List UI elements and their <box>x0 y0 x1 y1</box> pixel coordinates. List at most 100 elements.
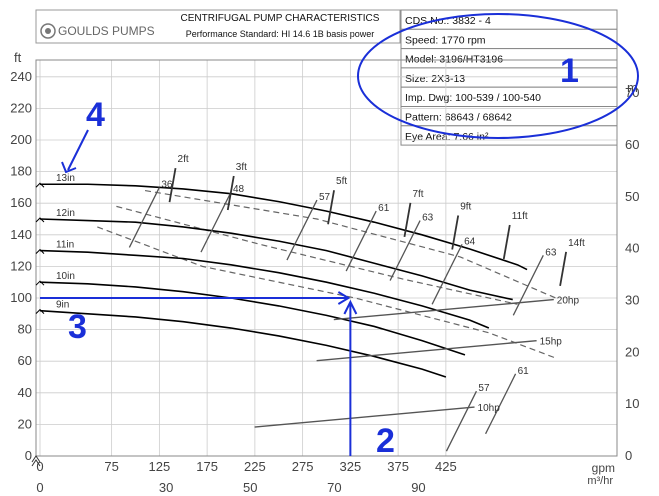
efficiency-label: 61 <box>518 366 530 377</box>
efficiency-curve <box>116 205 518 305</box>
info-row-text: Speed: 1770 rpm <box>405 34 486 46</box>
efficiency-iso-line <box>286 199 318 261</box>
y-tick-label: 220 <box>10 100 32 115</box>
y-tick-label: 20 <box>18 416 32 431</box>
y-tick-label: 120 <box>10 258 32 273</box>
efficiency-label: 57 <box>319 192 331 203</box>
y2-tick-label: 30 <box>625 292 639 307</box>
efficiency-iso-line <box>345 210 377 272</box>
header-box <box>35 9 401 44</box>
efficiency-curve <box>144 189 556 299</box>
y2-tick-label: 50 <box>625 189 639 204</box>
y2-axis-label: m <box>627 80 638 95</box>
efficiency-label: 36 <box>161 179 173 190</box>
brand-logo: GOULDS PUMPS <box>40 23 155 39</box>
efficiency-label: 64 <box>464 236 476 247</box>
power-label: 15hp <box>540 337 563 348</box>
x2-tick-label: 50 <box>243 480 257 495</box>
impeller-break-mark <box>35 217 45 223</box>
efficiency-iso-line <box>128 187 160 248</box>
annotation-3: 3 <box>68 308 87 346</box>
x-tick-label: 225 <box>244 459 266 474</box>
y-tick-label: 200 <box>10 132 32 147</box>
annotation-4: 4 <box>86 96 105 134</box>
npshr-label: 14ft <box>568 238 585 249</box>
y-tick-label: 40 <box>18 385 32 400</box>
efficiency-label: 63 <box>422 213 434 224</box>
npshr-label: 11ft <box>512 211 528 222</box>
impeller-curve-13in <box>40 183 528 271</box>
impeller-break-mark <box>35 280 45 286</box>
power-curve <box>333 298 554 321</box>
impeller-label: 11in <box>56 240 74 251</box>
npshr-label: 7ft <box>412 189 423 200</box>
power-curve <box>254 406 475 428</box>
impeller-label: 13in <box>56 173 75 184</box>
annotation-2: 2 <box>376 422 395 460</box>
npshr-mark <box>168 167 177 203</box>
axis-break-mark <box>31 455 41 467</box>
impeller-label: 10in <box>56 271 75 282</box>
axes: 0204060801001201401601802002202400102030… <box>10 50 639 495</box>
npshr-mark <box>502 224 511 260</box>
impeller-label: 9in <box>56 300 69 311</box>
info-row-text: Imp. Dwg: 100-539 / 100-540 <box>405 92 541 104</box>
y-tick-label: 180 <box>10 164 32 179</box>
pointer-arrow-line <box>67 129 89 171</box>
x-tick-label: 425 <box>435 459 457 474</box>
flow-guide-arrow <box>343 299 358 315</box>
x-tick-label: 125 <box>149 459 171 474</box>
plot-frame <box>35 59 618 457</box>
annotation-overlay: 1 2 3 4 <box>40 13 639 460</box>
info-row-text: CDS No.: 3832 - 4 <box>405 15 491 27</box>
curves <box>39 167 568 452</box>
efficiency-label: 48 <box>233 184 245 195</box>
info-highlight-ellipse <box>357 13 639 139</box>
efficiency-label: 57 <box>478 383 490 394</box>
impeller-break-mark <box>35 308 45 314</box>
y-tick-label: 100 <box>10 290 32 305</box>
impeller-label: 12in <box>56 208 75 219</box>
npshr-label: 9ft <box>460 202 471 213</box>
chart-subtitle: Performance Standard: HI 14.6 1B basis p… <box>186 29 375 39</box>
chart-title: CENTRIFUGAL PUMP CHARACTERISTICS <box>181 13 380 24</box>
power-curve <box>316 339 537 362</box>
efficiency-label: 63 <box>545 247 557 258</box>
x2-tick-label: 30 <box>159 480 173 495</box>
npshr-mark <box>327 190 335 225</box>
y2-tick-label: 20 <box>625 344 639 359</box>
efficiency-iso-line <box>431 243 463 305</box>
power-label: 10hp <box>478 403 501 414</box>
npshr-label: 3ft <box>236 162 247 173</box>
npshr-label: 2ft <box>178 154 189 165</box>
npshr-mark <box>559 251 568 287</box>
y2-tick-label: 40 <box>625 241 639 256</box>
x-tick-label: 375 <box>387 459 409 474</box>
annotation-1: 1 <box>560 52 579 90</box>
y-tick-label: 140 <box>10 227 32 242</box>
npshr-mark <box>403 202 412 238</box>
impeller-curve-11in <box>39 249 490 329</box>
impeller-break-mark <box>35 182 45 188</box>
efficiency-iso-line <box>389 220 421 281</box>
y-tick-label: 0 <box>25 448 32 463</box>
x2-tick-label: 0 <box>36 480 43 495</box>
y-tick-label: 80 <box>18 322 32 337</box>
brand-name: GOULDS PUMPS <box>58 24 155 38</box>
info-row-text: Size: 2X3-13 <box>405 73 465 85</box>
x2-axis-label: m³/hr <box>587 475 613 487</box>
npshr-mark <box>451 215 460 250</box>
x-tick-label: 175 <box>196 459 218 474</box>
head-guide-arrow <box>337 291 351 305</box>
x2-tick-label: 70 <box>327 480 341 495</box>
info-row-text: Pattern: 68643 / 68642 <box>405 112 512 124</box>
y-tick-label: 160 <box>10 195 32 210</box>
x-tick-label: 75 <box>104 459 118 474</box>
efficiency-iso-line <box>445 390 478 452</box>
pointer-arrowhead <box>61 161 77 174</box>
x-axis-label: gpm <box>592 461 615 475</box>
x-tick-label: 275 <box>292 459 314 474</box>
